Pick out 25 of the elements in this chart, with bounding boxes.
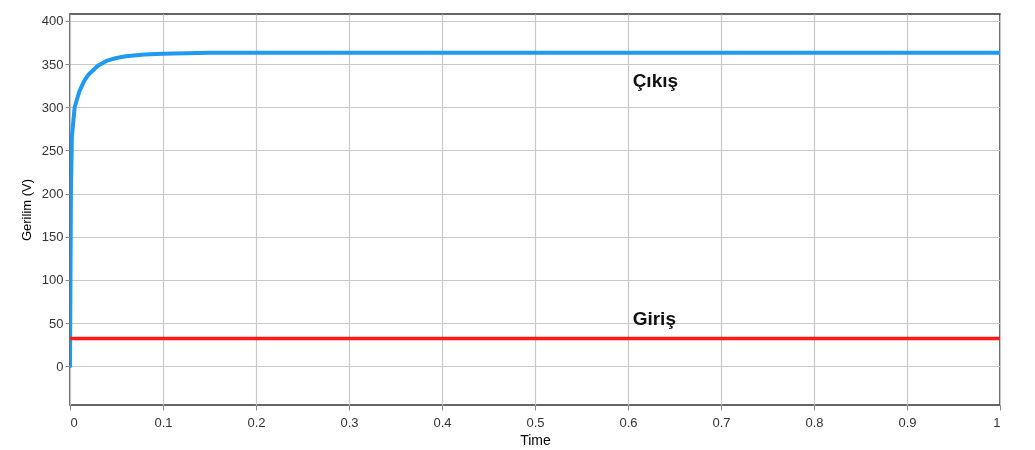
x-tick-label: 0.8 <box>805 414 824 430</box>
series-label: Çıkış <box>632 69 679 91</box>
x-tick-label: 0.1 <box>154 414 173 430</box>
x-tick-label: 1 <box>993 414 1001 430</box>
y-tick-label: 150 <box>41 229 64 245</box>
y-axis-title: Gerilim (V) <box>18 178 34 242</box>
x-tick-label: 0.9 <box>898 414 917 430</box>
x-tick-label: 0.4 <box>433 414 452 430</box>
x-tick-label: 0.7 <box>712 414 731 430</box>
y-tick-label: 400 <box>41 13 64 29</box>
y-tick-label: 0 <box>56 358 64 374</box>
series-label: Giriş <box>632 307 676 329</box>
x-tick-label: 0.3 <box>340 414 359 430</box>
y-tick-label: 350 <box>41 56 64 72</box>
x-tick-label: 0.2 <box>247 414 266 430</box>
x-tick-label: 0 <box>70 414 78 430</box>
line-series <box>70 50 1000 369</box>
x-tick-label: 0.5 <box>526 414 545 430</box>
y-tick-label: 100 <box>41 272 64 288</box>
y-tick-label: 300 <box>41 99 64 115</box>
y-tick-label: 250 <box>41 142 64 158</box>
x-axis-title: Time <box>520 431 552 448</box>
x-tick-label: 0.6 <box>619 414 638 430</box>
y-tick-label: 50 <box>49 315 64 331</box>
y-tick-label: 200 <box>41 186 64 202</box>
